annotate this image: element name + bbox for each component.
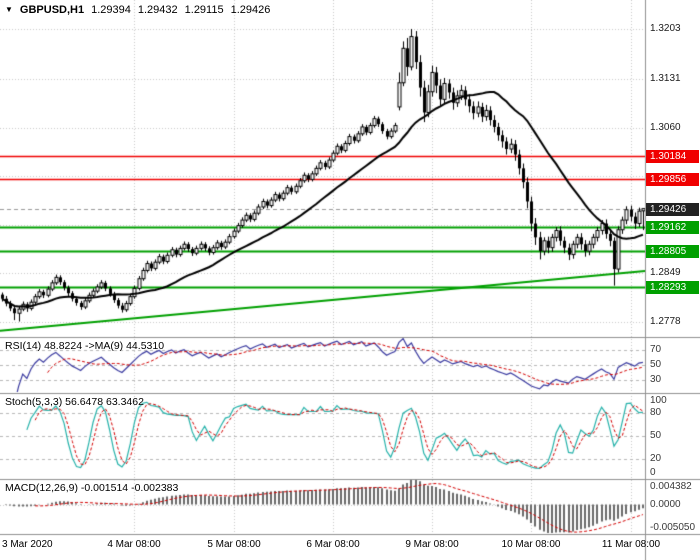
time-axis-label: 11 Mar 08:00 — [601, 539, 661, 550]
stoch-axis-label: 80 — [650, 407, 662, 418]
stoch-axis-label: 50 — [650, 430, 662, 441]
macd-axis-label: -0.005050 — [650, 522, 696, 533]
time-axis-label: 6 Mar 08:00 — [306, 539, 360, 550]
time-axis-label: 4 Mar 08:00 — [107, 539, 161, 550]
macd-axis-label: 0.0000 — [650, 499, 681, 510]
stoch-axis-label: 20 — [650, 453, 662, 464]
price-level-badge-current-price: 1.29426 — [646, 203, 699, 216]
price-axis-label: 1.3131 — [650, 73, 681, 84]
price-axis-label: 1.2849 — [650, 267, 681, 278]
price-axis-label: 1.3060 — [650, 122, 681, 133]
rsi-axis-label: 70 — [650, 344, 662, 355]
expander-triangle-icon[interactable]: ▼ — [5, 5, 13, 14]
time-axis-label: 9 Mar 08:00 — [405, 539, 459, 550]
price-level-badge-support: 1.28805 — [646, 245, 699, 258]
rsi-axis-label: 50 — [650, 359, 662, 370]
stoch-axis-label: 0 — [650, 467, 656, 478]
chart-header: ▼ GBPUSD,H1 1.29394 1.29432 1.29115 1.29426 — [5, 4, 277, 16]
ohlc-open-value: 1.29394 — [91, 4, 131, 16]
price-axis-label: 1.2778 — [650, 316, 681, 327]
rsi-axis-label: 30 — [650, 374, 662, 385]
time-axis-label: 3 Mar 2020 — [2, 539, 53, 550]
price-level-badge-support: 1.28293 — [646, 281, 699, 294]
time-axis-label: 10 Mar 08:00 — [501, 539, 561, 550]
rsi-indicator-label: RSI(14) 48.8224 ->MA(9) 44.5310 — [5, 340, 165, 352]
ohlc-close-value: 1.29426 — [230, 4, 271, 16]
macd-indicator-label: MACD(12,26,9) -0.001514 -0.002383 — [5, 482, 179, 494]
ohlc-high-value: 1.29432 — [137, 4, 178, 16]
stoch-axis-label: 100 — [650, 395, 667, 406]
price-axis-label: 1.3203 — [650, 23, 681, 34]
price-level-badge-support: 1.29162 — [646, 221, 699, 234]
time-axis-label: 5 Mar 08:00 — [207, 539, 261, 550]
macd-axis-label: 0.004382 — [650, 481, 692, 492]
price-level-badge-resistance: 1.29856 — [646, 173, 699, 186]
stochastic-indicator-label: Stoch(5,3,3) 56.6478 63.3462 — [5, 396, 144, 408]
symbol-timeframe-label: GBPUSD,H1 — [19, 4, 85, 16]
ohlc-low-value: 1.29115 — [184, 4, 224, 16]
price-level-badge-resistance: 1.30184 — [646, 150, 699, 163]
